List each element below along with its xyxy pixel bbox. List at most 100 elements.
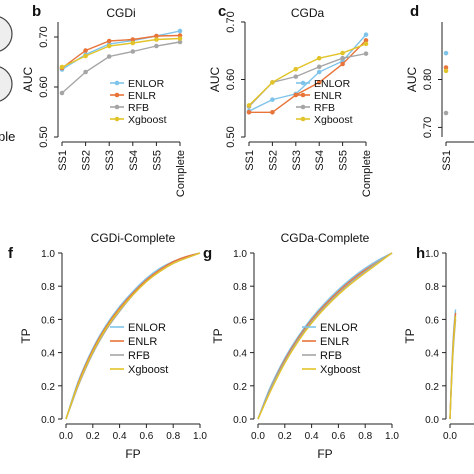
panel-label-h: h [416, 245, 425, 262]
data-point-enlr-c [316, 80, 322, 85]
data-point-xgboost-c [363, 41, 369, 47]
y-axis-label-d: AUC [405, 67, 419, 93]
data-point-enlr-c [270, 109, 275, 115]
data-point-xgboost-c [246, 103, 252, 108]
y-tick-label-b: 0.50 [38, 126, 50, 147]
y-tick-label-d: 0.70 [422, 117, 434, 138]
legend-marker-enlor-c [300, 80, 306, 86]
y-tick-label-f: 0.4 [41, 349, 55, 360]
y-tick-label-h: 0.2 [425, 382, 439, 393]
data-point-enlr-c [293, 92, 299, 98]
data-point-enlr-b [154, 33, 159, 39]
data-point-xgboost-c [293, 66, 299, 72]
roc-curve-xgboost-h [449, 316, 457, 420]
y-tick-label-f: 0.2 [41, 382, 55, 393]
data-point-rfb-d [443, 110, 449, 116]
y-axis-label-c: AUC [208, 67, 222, 93]
y-tick-label-g: 0.8 [233, 282, 247, 293]
y-tick-label-g: 0.6 [233, 315, 247, 326]
x-tick-label-f: 0.0 [59, 431, 73, 442]
y-tick-label-g: 1.0 [233, 249, 247, 260]
x-axis-label-g: FP [317, 447, 332, 461]
x-axis-label-f: FP [125, 447, 140, 461]
y-tick-label-c: 0.70 [225, 11, 237, 32]
chart-c: CGDa 0.50 0.60 0.70 AUC SS1 SS2 SS3 SS4 SS5 Comple… [208, 6, 373, 197]
legend-label-rfb-c: RFB [314, 102, 335, 114]
chart-title-b: CGDi [106, 6, 135, 20]
data-point-rfb-b [154, 43, 159, 49]
legend-label-xgboost-g: Xgboost [320, 364, 360, 376]
data-point-enlr-b [106, 38, 112, 44]
data-point-rfb-c [316, 64, 322, 70]
x-tick-label-c: SS1 [244, 150, 256, 171]
y-axis-label-f: TP [19, 328, 33, 343]
legend-label-enlor-f: ENLOR [128, 322, 166, 334]
series-line-enlor-b [61, 30, 181, 71]
series-line-xgboost-b [61, 37, 181, 68]
legend-label-rfb-f: RFB [128, 350, 150, 362]
x-tick-label-b: SS3 [104, 150, 116, 171]
x-tick-label-g: 0.2 [278, 431, 292, 442]
data-point-xgboost-d [443, 68, 449, 74]
chart-title-c: CGDa [291, 6, 325, 20]
panel-label-b: b [32, 3, 41, 20]
legend-label-enlr-b: ENLR [128, 90, 156, 102]
data-point-rfb-b [59, 90, 65, 96]
legend-label-enlr-f: ENLR [128, 336, 157, 348]
x-tick-label-c: SS3 [291, 150, 303, 171]
x-tick-label-b: SS1 [57, 150, 69, 171]
data-point-rfb-c [363, 51, 369, 56]
x-tick-label-h: 0.0 [443, 431, 457, 442]
legend-marker-xgboost-b [114, 116, 120, 122]
y-tick-label-b: 0.60 [38, 76, 50, 97]
panel-label-f: f [8, 245, 14, 262]
x-tick-label-d: SS1 [441, 150, 453, 171]
y-tick-label-f: 0.0 [41, 415, 55, 426]
cropped-circle-top [0, 16, 13, 52]
roc-curve-rfb-g [257, 252, 393, 420]
charts-layer: CGDi 0.50 0.60 0.70 AUC SS1 SS2 SS3 SS4 SS5 Comple… [19, 6, 474, 461]
roc-curve-xgboost-g [257, 252, 393, 420]
x-tick-label-f: 0.4 [113, 431, 127, 442]
x-tick-label-c: SS4 [314, 150, 326, 171]
panel-label-g: g [203, 245, 212, 262]
legend-marker-xgboost-c [300, 116, 306, 122]
data-point-xgboost-b [106, 43, 112, 49]
data-point-enlr-d [443, 65, 449, 70]
chart-title-g: CGDa-Complete [281, 231, 370, 245]
data-point-enlr-c [363, 38, 369, 43]
x-tick-label-c: SS5 [338, 150, 350, 171]
y-tick-label-f: 0.8 [41, 282, 55, 293]
data-point-enlor-c [316, 69, 322, 75]
x-tick-label-b: SS5 [151, 150, 163, 171]
data-point-rfb-c [340, 55, 345, 61]
legend-marker-enlr-b [114, 92, 120, 98]
data-point-rfb-b [83, 69, 88, 75]
legend-marker-rfb-b [114, 104, 120, 110]
y-tick-label-g: 0.4 [233, 349, 247, 360]
y-tick-label-d: 0.80 [422, 69, 434, 90]
chart-g: CGDa-Complete 0.0 0.2 0.4 0.6 0.8 1.0 TP 0.0 0.2 0… [211, 231, 399, 461]
x-tick-label-f: 0.8 [166, 431, 180, 442]
y-tick-label-f: 1.0 [41, 249, 55, 260]
x-tick-label-b: SS4 [128, 150, 140, 171]
legend-label-xgboost-f: Xgboost [128, 364, 168, 376]
chart-f: CGDi-Complete 0.0 0.2 0.4 0.6 0.8 1.0 TP 0.0 0.2 0… [19, 231, 207, 461]
y-tick-label-h: 0.6 [425, 315, 439, 326]
y-tick-label-h: 0.4 [425, 349, 439, 360]
chart-b: CGDi 0.50 0.60 0.70 AUC SS1 SS2 SS3 SS4 SS5 Comple… [21, 6, 187, 197]
x-tick-label-f: 0.6 [139, 431, 153, 442]
legend-marker-enlor-b [114, 80, 120, 86]
y-axis-label-b: AUC [21, 67, 35, 93]
legend-label-rfb-b: RFB [128, 102, 149, 114]
legend-marker-rfb-c [300, 104, 306, 110]
y-tick-label-b: 0.70 [38, 26, 50, 47]
x-tick-label-g: 0.8 [358, 431, 372, 442]
x-tick-label-g: 0.4 [305, 431, 319, 442]
data-point-enlr-c [246, 109, 252, 115]
legend-label-xgboost-b: Xgboost [128, 114, 167, 126]
data-point-xgboost-c [316, 55, 322, 61]
data-point-enlor-d [443, 50, 449, 56]
